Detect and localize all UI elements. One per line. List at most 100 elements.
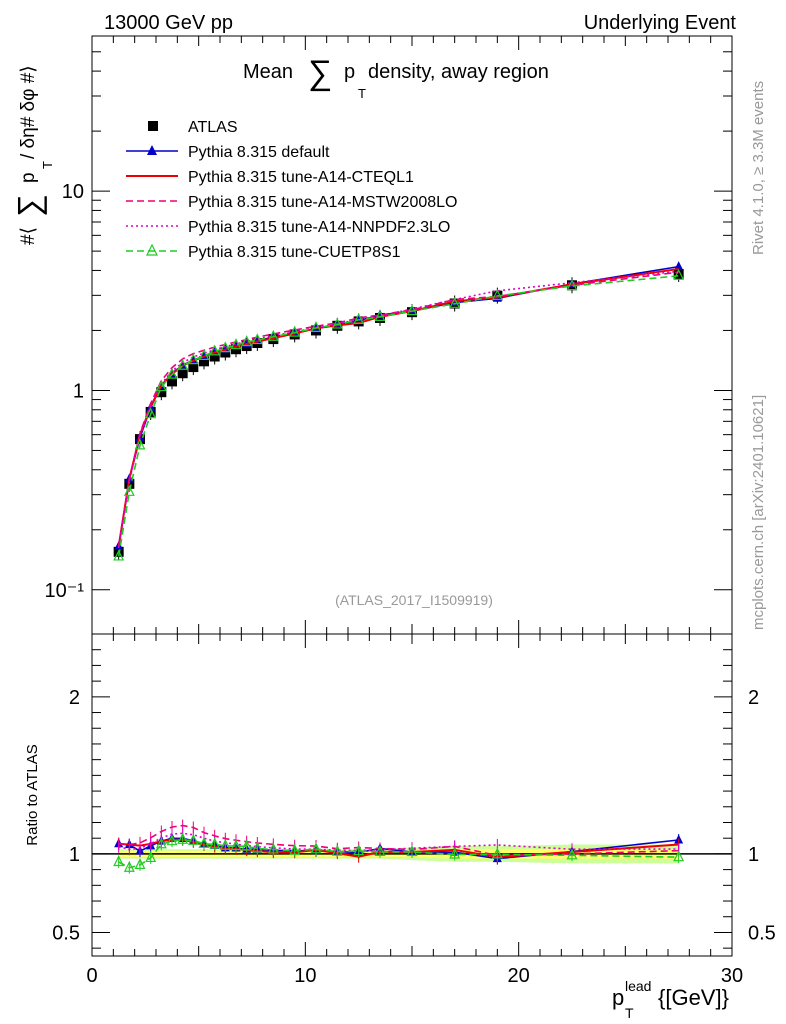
ratio-point-pythia-8-315-tune-cuetp8s1 bbox=[673, 850, 685, 862]
legend-label-mstw2008lo: Pythia 8.315 tune-A14-MSTW2008LO bbox=[188, 194, 457, 211]
ratio-point-pythia-8-315-tune-cuetp8s1 bbox=[566, 848, 578, 860]
legend-marker-pythia-8-315-default bbox=[147, 145, 157, 155]
atlas-data-point bbox=[199, 356, 209, 367]
xlabel-rest: {[GeV]} bbox=[658, 985, 729, 1010]
ratio-point-pythia-8-315-tune-cuetp8s1 bbox=[134, 858, 146, 870]
axis-tick-labels: 10⁻¹ 1 10 0.5 1 2 0.5 1 2 0 10 20 30 bbox=[45, 181, 776, 987]
ratio-point-pythia-8-315-tune-cuetp8s1 bbox=[219, 838, 231, 850]
ratio-point-pythia-8-315-tune-cuetp8s1 bbox=[310, 842, 322, 854]
ratio-tick-label-2: 2 bbox=[69, 687, 80, 709]
series-point-pythia-8-315-tune-cuetp8s1 bbox=[155, 380, 167, 392]
x-tick-label-1: 10 bbox=[294, 965, 316, 987]
series-point-pythia-8-315-tune-cuetp8s1 bbox=[113, 549, 125, 561]
header-left: 13000 GeV pp bbox=[104, 12, 233, 34]
ylabel-b: / δη# δφ #⟩ bbox=[18, 65, 39, 159]
main-series-layer bbox=[113, 261, 685, 561]
series-point-pythia-8-315-tune-cuetp8s1 bbox=[491, 289, 503, 301]
axis-ticks bbox=[91, 35, 733, 956]
atlas-data-point bbox=[188, 362, 199, 373]
plot-title: Mean ∑ p T density, away region bbox=[243, 54, 549, 101]
title-sigma: ∑ bbox=[308, 54, 332, 92]
y-tick-label-1: 1 bbox=[73, 380, 84, 402]
series-point-pythia-8-315-default bbox=[674, 261, 684, 271]
x-tick-label-0: 0 bbox=[86, 965, 97, 987]
ylabel-a: #⟨ bbox=[18, 227, 39, 245]
y-tick-label-0: 10⁻¹ bbox=[45, 580, 85, 602]
ratio-point-pythia-8-315-tune-cuetp8s1 bbox=[289, 843, 301, 855]
series-point-pythia-8-315-tune-cuetp8s1 bbox=[267, 329, 279, 341]
series-point-pythia-8-315-tune-cuetp8s1 bbox=[449, 296, 461, 308]
ylabel-sigma: ∑ bbox=[11, 194, 47, 217]
legend-marker-pythia-8-315-tune-cuetp8s1 bbox=[146, 243, 158, 256]
series-point-pythia-8-315-tune-cuetp8s1 bbox=[374, 310, 386, 321]
series-line-pythia-8-315-tune-cuetp8s1 bbox=[117, 274, 679, 557]
xlabel-sub: T bbox=[625, 1005, 634, 1021]
series-point-pythia-8-315-tune-cuetp8s1 bbox=[123, 484, 135, 496]
legend-symbol-atlas bbox=[148, 121, 158, 131]
series-point-pythia-8-315-tune-cuetp8s1 bbox=[310, 321, 322, 332]
series-point-pythia-8-315-tune-cuetp8s1 bbox=[230, 338, 242, 350]
ratio-point-pythia-8-315-tune-cuetp8s1 bbox=[491, 847, 503, 859]
main-y-label: #⟨ ∑ p T / δη# δφ #⟩ bbox=[11, 65, 55, 245]
series-point-pythia-8-315-tune-cuetp8s1 bbox=[134, 438, 146, 450]
atlas-data-point bbox=[145, 406, 156, 417]
title-p: p bbox=[344, 61, 355, 83]
series-point-pythia-8-315-tune-cuetp8s1 bbox=[673, 268, 685, 280]
series-point-pythia-8-315-tune-cuetp8s1 bbox=[198, 349, 210, 361]
ratio-point-pythia-8-315-tune-cuetp8s1 bbox=[251, 841, 263, 853]
series-point-pythia-8-315-tune-cuetp8s1 bbox=[289, 325, 301, 337]
ratio-point-pythia-8-315-tune-cuetp8s1 bbox=[230, 839, 242, 851]
legend-label-atlas: ATLAS bbox=[188, 119, 238, 136]
series-point-pythia-8-315-tune-cuetp8s1 bbox=[406, 304, 418, 316]
atlas-data-point bbox=[167, 376, 177, 387]
series-line-pythia-8-315-tune-a14-cteql1 bbox=[117, 267, 679, 547]
series-point-pythia-8-315-tune-cuetp8s1 bbox=[177, 358, 189, 370]
series-point-pythia-8-315-tune-cuetp8s1 bbox=[145, 407, 157, 419]
ratio-point-pythia-8-315-tune-cuetp8s1 bbox=[374, 845, 386, 856]
atlas-data-point bbox=[673, 268, 684, 279]
ratio-y-label: Ratio to ATLAS bbox=[24, 744, 41, 845]
series-line-pythia-8-315-default bbox=[117, 265, 679, 547]
ratio-tick-label-1: 1 bbox=[69, 844, 80, 866]
ratio-tick-label-right-1: 1 bbox=[748, 844, 759, 866]
title-suffix: density, away region bbox=[368, 61, 549, 83]
series-line-pythia-8-315-tune-a14-nnpdf2-3lo bbox=[117, 270, 679, 549]
ratio-point-pythia-8-315-tune-cuetp8s1 bbox=[241, 839, 253, 851]
ylabel-p: p bbox=[18, 172, 39, 183]
ratio-point-pythia-8-315-tune-cuetp8s1 bbox=[267, 842, 279, 854]
legend-symbols bbox=[126, 121, 178, 256]
series-line-pythia-8-315-tune-a14-mstw2008lo bbox=[117, 271, 679, 547]
series-point-pythia-8-315-tune-cuetp8s1 bbox=[566, 279, 578, 291]
ratio-tick-label-0: 0.5 bbox=[52, 922, 80, 944]
title-prefix: Mean bbox=[243, 61, 293, 83]
ratio-point-pythia-8-315-tune-cuetp8s1 bbox=[113, 855, 125, 867]
x-axis-label: p T lead {[GeV]} bbox=[612, 978, 729, 1021]
ylabel-sub: T bbox=[40, 161, 55, 169]
series-point-pythia-8-315-tune-cuetp8s1 bbox=[353, 313, 365, 324]
ratio-point-pythia-8-315-tune-cuetp8s1 bbox=[406, 845, 418, 857]
ratio-point-pythia-8-315-tune-cuetp8s1 bbox=[198, 836, 210, 848]
ratio-tick-label-right-2: 2 bbox=[748, 687, 759, 709]
ratio-point-pythia-8-315-tune-cuetp8s1 bbox=[155, 837, 167, 849]
ratio-point-pythia-8-315-tune-cuetp8s1 bbox=[449, 847, 461, 859]
legend: ATLAS Pythia 8.315 default Pythia 8.315 … bbox=[126, 119, 457, 261]
ratio-point-pythia-8-315-tune-cuetp8s1 bbox=[187, 833, 199, 845]
x-tick-label-2: 20 bbox=[508, 965, 530, 987]
ratio-tick-label-right-0: 0.5 bbox=[748, 922, 776, 944]
series-point-pythia-8-315-tune-cuetp8s1 bbox=[251, 333, 263, 345]
ratio-series-layer bbox=[113, 819, 685, 874]
x-tick-label-3: 30 bbox=[721, 965, 743, 987]
analysis-tag: (ATLAS_2017_I1509919) bbox=[335, 592, 493, 608]
ratio-point-pythia-8-315-tune-cuetp8s1 bbox=[353, 844, 365, 856]
atlas-data-point bbox=[209, 351, 220, 362]
xlabel-p: p bbox=[612, 985, 624, 1010]
ratio-point-pythia-8-315-tune-cuetp8s1 bbox=[166, 834, 178, 846]
legend-label-cuetp8s1: Pythia 8.315 tune-CUETP8S1 bbox=[188, 244, 401, 261]
ratio-point-pythia-8-315-tune-cuetp8s1 bbox=[209, 837, 221, 849]
ratio-point-pythia-8-315-tune-cuetp8s1 bbox=[123, 860, 135, 872]
legend-label-cteql1: Pythia 8.315 tune-A14-CTEQL1 bbox=[188, 169, 414, 186]
ratio-point-pythia-8-315-tune-cuetp8s1 bbox=[177, 832, 189, 844]
series-point-pythia-8-315-tune-cuetp8s1 bbox=[331, 317, 343, 329]
series-point-pythia-8-315-tune-cuetp8s1 bbox=[187, 353, 199, 365]
